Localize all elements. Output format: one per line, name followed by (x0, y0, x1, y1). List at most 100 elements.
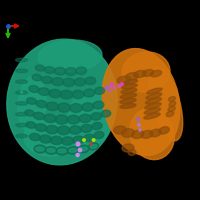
Ellipse shape (80, 147, 87, 151)
Ellipse shape (120, 104, 136, 108)
Ellipse shape (16, 69, 28, 73)
Ellipse shape (58, 103, 70, 112)
Ellipse shape (52, 78, 64, 86)
Circle shape (82, 138, 86, 142)
Ellipse shape (72, 90, 84, 99)
Ellipse shape (69, 148, 77, 152)
Ellipse shape (120, 93, 137, 99)
Circle shape (138, 128, 142, 132)
Ellipse shape (16, 91, 28, 94)
Ellipse shape (67, 115, 80, 124)
Ellipse shape (41, 76, 53, 84)
Ellipse shape (82, 103, 94, 111)
Ellipse shape (26, 122, 36, 128)
Ellipse shape (122, 84, 137, 89)
Ellipse shape (102, 49, 180, 155)
Ellipse shape (16, 80, 28, 84)
Ellipse shape (91, 113, 102, 120)
Ellipse shape (168, 106, 175, 112)
Ellipse shape (85, 77, 96, 85)
Ellipse shape (93, 101, 104, 109)
Ellipse shape (16, 102, 28, 105)
Circle shape (21, 95, 24, 97)
Ellipse shape (141, 130, 153, 138)
Ellipse shape (145, 103, 161, 109)
Ellipse shape (44, 67, 55, 73)
Ellipse shape (24, 116, 80, 156)
Circle shape (78, 148, 82, 152)
Ellipse shape (150, 70, 162, 77)
Circle shape (117, 84, 121, 88)
Ellipse shape (128, 149, 136, 155)
Ellipse shape (50, 136, 63, 145)
Ellipse shape (114, 126, 126, 134)
Ellipse shape (123, 80, 138, 84)
Ellipse shape (16, 123, 28, 127)
Ellipse shape (122, 129, 134, 137)
Ellipse shape (33, 112, 45, 120)
Ellipse shape (131, 130, 144, 139)
Ellipse shape (60, 90, 73, 99)
Circle shape (109, 84, 113, 88)
Ellipse shape (69, 126, 81, 134)
Ellipse shape (126, 73, 138, 80)
Ellipse shape (55, 115, 68, 124)
Circle shape (110, 82, 114, 86)
Circle shape (75, 141, 81, 147)
Ellipse shape (130, 108, 174, 160)
Ellipse shape (78, 145, 89, 153)
Ellipse shape (169, 97, 175, 101)
Circle shape (75, 153, 80, 157)
Circle shape (137, 123, 141, 127)
Ellipse shape (117, 76, 131, 84)
Ellipse shape (146, 93, 162, 99)
Circle shape (20, 90, 23, 94)
Ellipse shape (32, 74, 42, 81)
Ellipse shape (38, 40, 102, 72)
Ellipse shape (27, 98, 37, 104)
Ellipse shape (121, 88, 137, 94)
Ellipse shape (169, 102, 176, 106)
Ellipse shape (47, 148, 55, 152)
Ellipse shape (57, 126, 70, 135)
Ellipse shape (45, 147, 57, 154)
Ellipse shape (40, 135, 52, 143)
Ellipse shape (44, 114, 56, 123)
Ellipse shape (134, 70, 146, 78)
Ellipse shape (95, 87, 105, 94)
Circle shape (105, 86, 109, 90)
Ellipse shape (76, 67, 87, 75)
Ellipse shape (62, 137, 74, 145)
Ellipse shape (150, 129, 161, 137)
Ellipse shape (90, 145, 97, 148)
Ellipse shape (84, 134, 94, 142)
Ellipse shape (79, 114, 91, 123)
Ellipse shape (70, 104, 82, 112)
Ellipse shape (122, 52, 170, 92)
Ellipse shape (147, 88, 162, 94)
Circle shape (112, 86, 116, 90)
Ellipse shape (89, 143, 99, 150)
Ellipse shape (120, 98, 136, 104)
Ellipse shape (36, 147, 44, 151)
Ellipse shape (36, 100, 47, 108)
Ellipse shape (73, 136, 84, 144)
Ellipse shape (16, 112, 28, 116)
Ellipse shape (46, 125, 58, 134)
Ellipse shape (16, 134, 28, 138)
Ellipse shape (159, 127, 169, 134)
Ellipse shape (94, 131, 104, 139)
Ellipse shape (67, 147, 79, 154)
Circle shape (89, 142, 93, 146)
Ellipse shape (34, 145, 46, 153)
Ellipse shape (35, 124, 47, 131)
Ellipse shape (84, 89, 95, 97)
Ellipse shape (63, 78, 75, 87)
Ellipse shape (122, 144, 134, 152)
Ellipse shape (49, 89, 61, 98)
Ellipse shape (68, 90, 112, 146)
Ellipse shape (81, 124, 92, 132)
Circle shape (92, 138, 96, 142)
Ellipse shape (25, 110, 34, 116)
Circle shape (120, 82, 124, 86)
